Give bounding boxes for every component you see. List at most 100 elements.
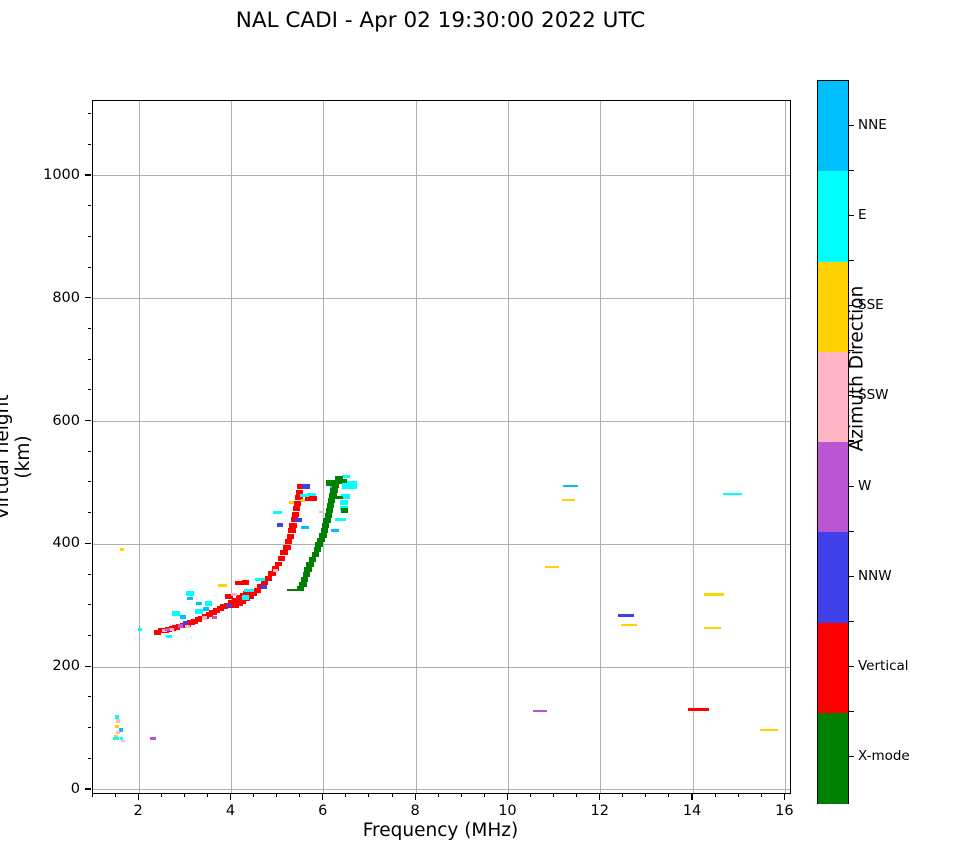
data-point-x xyxy=(327,503,335,509)
y-tick-label: 200 xyxy=(52,658,80,675)
x-minor-tick xyxy=(645,794,647,798)
colorbar-boundary-tick xyxy=(849,350,854,352)
data-point-nne xyxy=(180,614,186,619)
x-tick-label: 10 xyxy=(498,803,517,819)
y-minor-tick xyxy=(87,389,91,391)
data-point-nnw xyxy=(260,585,267,590)
colorbar-category-label: SSW xyxy=(858,387,889,404)
x-minor-tick xyxy=(760,794,762,798)
colorbar-category-label: X-mode xyxy=(858,748,910,765)
data-point-v xyxy=(234,580,243,586)
colorbar xyxy=(817,80,849,804)
x-tick-label: 4 xyxy=(225,803,236,819)
data-point-e xyxy=(166,635,172,638)
data-point-v xyxy=(271,566,279,572)
y-major-tick xyxy=(85,788,91,790)
data-point-ssw xyxy=(121,739,125,743)
data-point-v xyxy=(283,544,291,550)
colorbar-tick xyxy=(849,666,854,668)
x-major-tick xyxy=(599,794,601,800)
y-minor-tick xyxy=(87,573,91,575)
data-point-v xyxy=(268,571,276,577)
data-point-v xyxy=(253,587,261,593)
y-minor-tick xyxy=(87,113,91,114)
x-minor-tick xyxy=(206,794,208,798)
x-minor-tick xyxy=(345,794,347,798)
data-point-e xyxy=(299,493,309,497)
data-point-sse xyxy=(703,626,722,629)
y-minor-tick xyxy=(87,450,91,452)
colorbar-segment-e xyxy=(818,171,848,262)
data-point-sse xyxy=(288,501,295,504)
data-point-nne xyxy=(118,727,123,732)
x-minor-tick xyxy=(553,794,555,798)
colorbar-segment-ssw xyxy=(818,351,848,443)
x-tick-label: 16 xyxy=(775,803,794,819)
data-point-e xyxy=(335,518,347,522)
colorbar-tick xyxy=(849,305,854,307)
y-gridline xyxy=(93,543,790,545)
data-point-e xyxy=(114,715,120,719)
y-major-tick xyxy=(85,665,91,667)
data-point-v xyxy=(190,618,199,624)
x-major-tick xyxy=(322,794,324,800)
x-gridline xyxy=(784,101,786,793)
data-point-e xyxy=(243,588,255,592)
data-point-nne xyxy=(202,606,210,611)
colorbar-segment-sse xyxy=(818,261,848,353)
data-point-v xyxy=(246,594,254,599)
x-major-tick xyxy=(783,794,786,800)
y-major-tick xyxy=(85,297,91,299)
x-minor-tick xyxy=(576,794,578,798)
data-point-nne xyxy=(331,529,340,533)
data-point-nnw xyxy=(226,604,232,608)
y-minor-tick xyxy=(87,757,91,759)
data-point-nne xyxy=(196,602,202,606)
x-minor-tick xyxy=(114,794,116,798)
data-point-sse xyxy=(621,624,638,627)
data-point-x xyxy=(323,517,331,523)
data-point-nnw xyxy=(276,522,284,527)
colorbar-boundary-tick xyxy=(849,440,854,442)
data-point-x xyxy=(315,542,323,548)
y-minor-tick xyxy=(87,205,91,207)
data-point-e xyxy=(172,611,180,617)
data-point-v xyxy=(235,601,243,607)
y-minor-tick xyxy=(87,327,91,329)
x-minor-tick xyxy=(668,794,670,798)
colorbar-category-label: NNE xyxy=(858,116,887,133)
x-gridline xyxy=(600,101,602,793)
data-point-x xyxy=(321,522,330,528)
data-point-e xyxy=(195,609,203,615)
data-point-v xyxy=(289,522,297,528)
y-minor-tick xyxy=(87,634,91,636)
data-point-v xyxy=(261,580,269,586)
y-gridline xyxy=(93,421,790,423)
data-point-x xyxy=(329,493,337,499)
colorbar-segment-w xyxy=(818,442,848,533)
colorbar-category-label: NNW xyxy=(858,567,892,584)
x-gridline xyxy=(507,101,509,793)
data-point-e xyxy=(307,493,317,497)
data-point-v xyxy=(292,506,301,512)
data-point-x xyxy=(309,557,317,563)
colorbar-boundary-tick xyxy=(849,259,854,262)
colorbar-boundary-tick xyxy=(849,530,854,532)
data-point-v xyxy=(249,590,258,596)
data-point-x xyxy=(325,508,334,513)
colorbar-tick xyxy=(849,124,854,126)
x-minor-tick xyxy=(622,794,624,798)
x-major-tick xyxy=(229,794,232,800)
data-point-ssw xyxy=(318,510,325,513)
data-point-nnw xyxy=(182,621,189,625)
data-point-x xyxy=(332,483,340,489)
data-point-v xyxy=(179,622,188,628)
y-minor-tick xyxy=(87,604,91,606)
colorbar-category-label: E xyxy=(858,206,867,223)
x-minor-tick xyxy=(276,794,278,798)
data-point-nnw xyxy=(618,614,635,617)
data-point-v xyxy=(305,495,313,501)
colorbar-category-label: Vertical xyxy=(858,658,909,675)
data-point-e xyxy=(241,594,249,600)
